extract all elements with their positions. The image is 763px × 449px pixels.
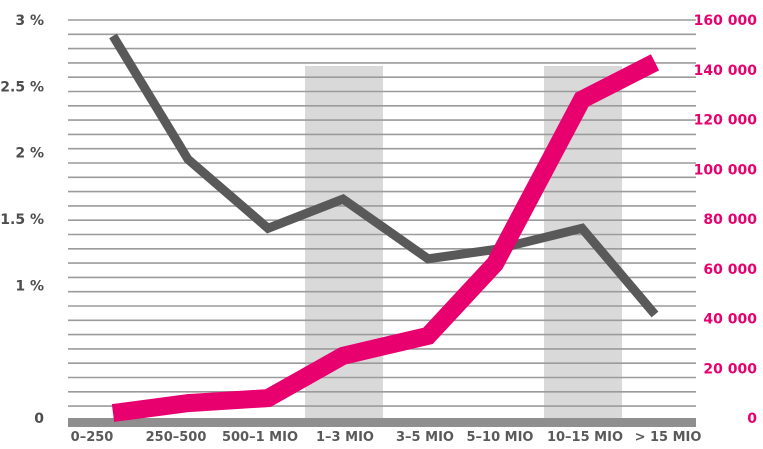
highlight-band: [544, 66, 622, 418]
left-tick-label: 3 %: [15, 13, 44, 29]
left-tick-label: 1 %: [15, 278, 44, 294]
right-axis-ticks: 0 20 000 40 000 60 000 80 000 100 000 120 000 1…: [694, 13, 758, 427]
left-tick-label: 2.5 %: [0, 79, 44, 95]
x-tick-label: 3–5 MIO: [396, 430, 454, 445]
x-tick-label: 10–15 MIO: [547, 430, 623, 445]
x-tick-label: 0–250: [71, 430, 114, 445]
right-tick-label: 20 000: [703, 361, 757, 377]
right-tick-label: 40 000: [703, 312, 757, 328]
x-tick-label: 250–500: [146, 430, 207, 445]
x-tick-label: > 15 MIO: [635, 430, 702, 445]
x-tick-label: 500–1 MIO: [222, 430, 298, 445]
x-axis-ticks: 0–250 250–500 500–1 MIO 1–3 MIO 3–5 MIO 5–10 …: [71, 430, 702, 445]
series-lines: [109, 33, 660, 422]
x-tick-label: 1–3 MIO: [316, 430, 374, 445]
series-line-percent: [109, 33, 659, 318]
left-axis-ticks: 0 1 % 1.5 % 2 % 2.5 % 3 %: [0, 13, 44, 427]
x-axis-baseline: [68, 418, 696, 427]
right-tick-label: 160 000: [694, 13, 758, 29]
left-tick-label: 2 %: [15, 146, 44, 162]
gridlines: [68, 19, 696, 427]
right-tick-label: 0: [747, 411, 757, 427]
series-line-count: [111, 54, 660, 422]
highlight-bands: [305, 66, 622, 418]
right-tick-label: 80 000: [703, 212, 757, 228]
right-tick-label: 120 000: [694, 113, 758, 129]
x-tick-label: 5–10 MIO: [467, 430, 534, 445]
right-tick-label: 140 000: [694, 63, 758, 79]
left-tick-label: 1.5 %: [0, 212, 44, 228]
right-tick-label: 60 000: [703, 262, 757, 278]
left-tick-label: 0: [34, 411, 44, 427]
right-tick-label: 100 000: [694, 162, 758, 178]
